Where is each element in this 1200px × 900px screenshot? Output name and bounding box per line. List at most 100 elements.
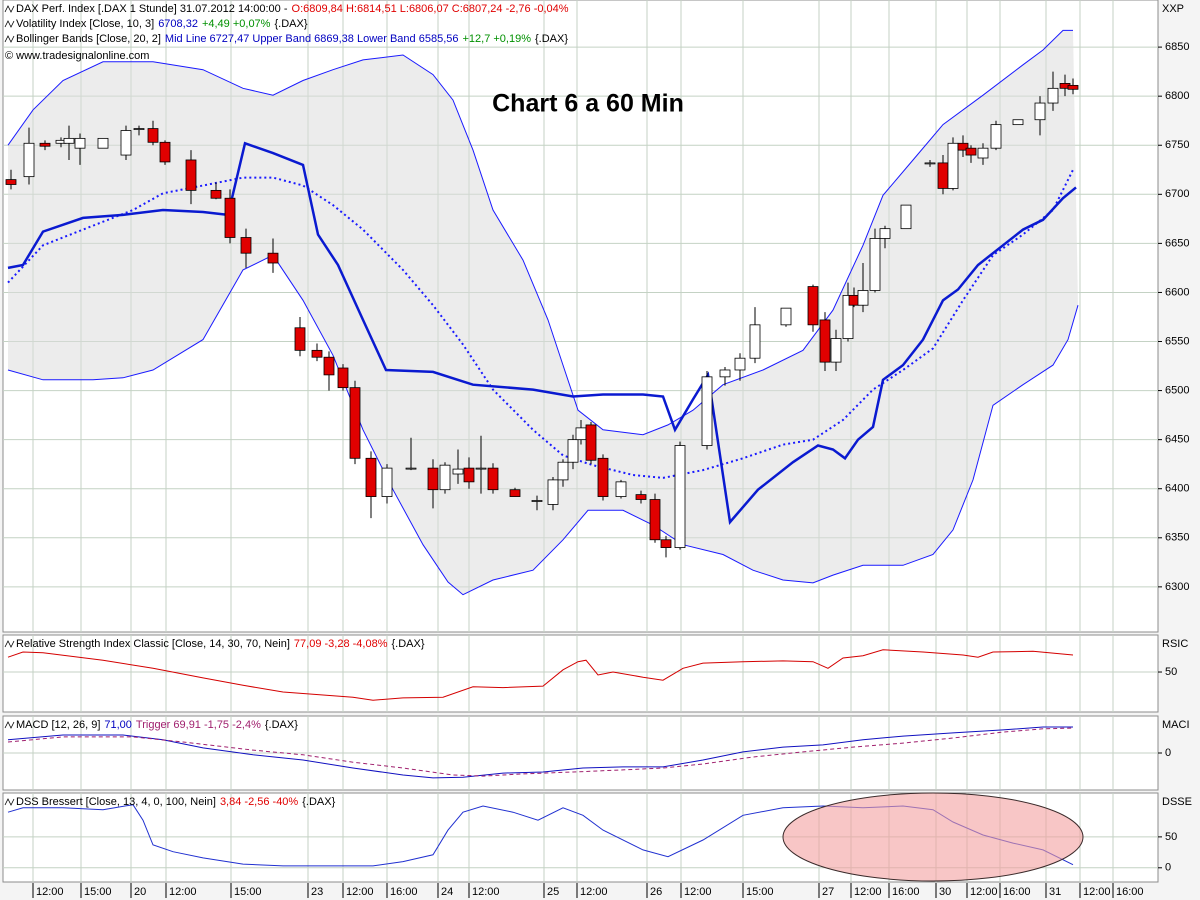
candle-body xyxy=(557,461,569,481)
candle-body xyxy=(660,539,672,549)
series-icon xyxy=(4,798,15,806)
x-tick-label: 16:00 xyxy=(390,886,418,898)
candle-body xyxy=(349,387,361,459)
candle-body xyxy=(842,294,854,339)
info-segment: MACD [12, 26, 9] xyxy=(16,719,100,731)
info-segment: Relative Strength Index Classic [Close, … xyxy=(16,638,290,650)
series-icon xyxy=(4,5,15,13)
info-segment: 6708,32 xyxy=(158,18,198,30)
candle-body xyxy=(869,238,881,291)
info-segment: Volatility Index [Close, 10, 3] xyxy=(16,18,154,30)
y-tick-label: 6500 xyxy=(1165,384,1189,396)
y-tick-label: 6600 xyxy=(1165,286,1189,298)
candle-body xyxy=(1067,84,1079,90)
candle-body xyxy=(857,290,869,306)
candle-body xyxy=(63,137,75,144)
series-icon xyxy=(4,20,15,28)
x-tick-label: 20 xyxy=(134,886,146,898)
candle-body xyxy=(947,142,959,189)
info-line: DAX Perf. Index [.DAX 1 Stunde] 31.07.20… xyxy=(16,3,569,15)
axis-label: MACI xyxy=(1162,719,1190,731)
candle-body xyxy=(463,467,475,483)
candle-body xyxy=(39,142,51,147)
candle-body xyxy=(509,489,521,497)
candle-body xyxy=(294,327,306,351)
info-line: DSS Bressert [Close, 13, 4, 0, 100, Nein… xyxy=(16,796,336,808)
info-segment: DSS Bressert [Close, 13, 4, 0, 100, Nein… xyxy=(16,796,216,808)
candle-body xyxy=(674,445,686,549)
candle-body xyxy=(323,356,335,376)
y-tick-label: 6800 xyxy=(1165,90,1189,102)
y-tick-label: 50 xyxy=(1165,831,1177,843)
candle-body xyxy=(937,162,949,189)
info-segment: {.DAX} xyxy=(535,33,568,45)
x-tick-label: 12:00 xyxy=(346,886,374,898)
candle-body xyxy=(957,142,969,151)
y-tick-label: 6750 xyxy=(1165,139,1189,151)
info-segment: DAX Perf. Index [.DAX 1 Stunde] 31.07.20… xyxy=(16,3,288,15)
y-tick-label: 6400 xyxy=(1165,483,1189,495)
x-tick-label: 16:00 xyxy=(1003,886,1031,898)
candle-body xyxy=(210,189,222,199)
panel xyxy=(2,634,1159,713)
candle-body xyxy=(990,124,1002,149)
candle-body xyxy=(1047,87,1059,104)
info-segment: Bollinger Bands [Close, 20, 2] xyxy=(16,33,161,45)
info-segment: 77,09 -3,28 -4,08% xyxy=(294,638,388,650)
x-tick-label: 26 xyxy=(650,886,662,898)
candle-body xyxy=(615,481,627,497)
series-icon xyxy=(4,640,15,648)
info-segment: Mid Line 6727,47 Upper Band 6869,38 Lowe… xyxy=(165,33,459,45)
info-line: Bollinger Bands [Close, 20, 2] Mid Line 6… xyxy=(16,33,568,45)
info-segment: {.DAX} xyxy=(274,18,307,30)
x-tick-label: 15:00 xyxy=(84,886,112,898)
candle-body xyxy=(427,467,439,491)
axis-label: DSSE xyxy=(1162,796,1192,808)
x-tick-label: 16:00 xyxy=(892,886,920,898)
candle-body xyxy=(879,228,891,239)
candle-body xyxy=(585,424,597,461)
x-tick-label: 12:00 xyxy=(970,886,998,898)
candle-body xyxy=(575,427,587,441)
candle-body xyxy=(487,467,499,491)
x-tick-label: 23 xyxy=(311,886,323,898)
y-tick-label: 50 xyxy=(1165,666,1177,678)
candle-body xyxy=(924,162,936,165)
info-segment: {.DAX} xyxy=(392,638,425,650)
candle-body xyxy=(701,376,713,446)
copyright: © www.tradesignalonline.com xyxy=(5,50,149,62)
x-tick-label: 12:00 xyxy=(36,886,64,898)
indicator-line xyxy=(7,254,1079,596)
y-tick-label: 6550 xyxy=(1165,335,1189,347)
candle-body xyxy=(240,237,252,254)
candle-body xyxy=(830,338,842,363)
y-tick-label: 6350 xyxy=(1165,532,1189,544)
annotation-layer xyxy=(782,792,1084,882)
info-segment: O:6809,84 H:6814,51 L:6806,07 C:6807,24 … xyxy=(292,3,569,15)
info-segment: +4,49 +0,07% xyxy=(202,18,271,30)
x-tick-label: 25 xyxy=(547,886,559,898)
candle-body xyxy=(807,286,819,326)
candle-body xyxy=(74,137,86,149)
candle-body xyxy=(185,159,197,191)
candle-body xyxy=(311,349,323,358)
candle-body xyxy=(531,500,543,502)
candle-body xyxy=(97,137,109,149)
candle-body xyxy=(965,147,977,156)
candle-body xyxy=(224,197,236,238)
x-tick-label: 30 xyxy=(939,886,951,898)
candle-body xyxy=(5,179,17,185)
highlight-ellipse xyxy=(782,792,1084,882)
candle-body xyxy=(1012,119,1024,126)
candle-body xyxy=(819,319,831,363)
candle-body xyxy=(597,457,609,497)
info-segment: 71,00 xyxy=(104,719,132,731)
indicator-line xyxy=(7,649,1074,701)
y-tick-label: 6300 xyxy=(1165,581,1189,593)
candle-body xyxy=(365,457,377,497)
info-segment: {.DAX} xyxy=(302,796,335,808)
band-fill xyxy=(8,30,1078,595)
candle-body xyxy=(381,467,393,497)
chart-title: Chart 6 a 60 Min xyxy=(492,90,684,118)
